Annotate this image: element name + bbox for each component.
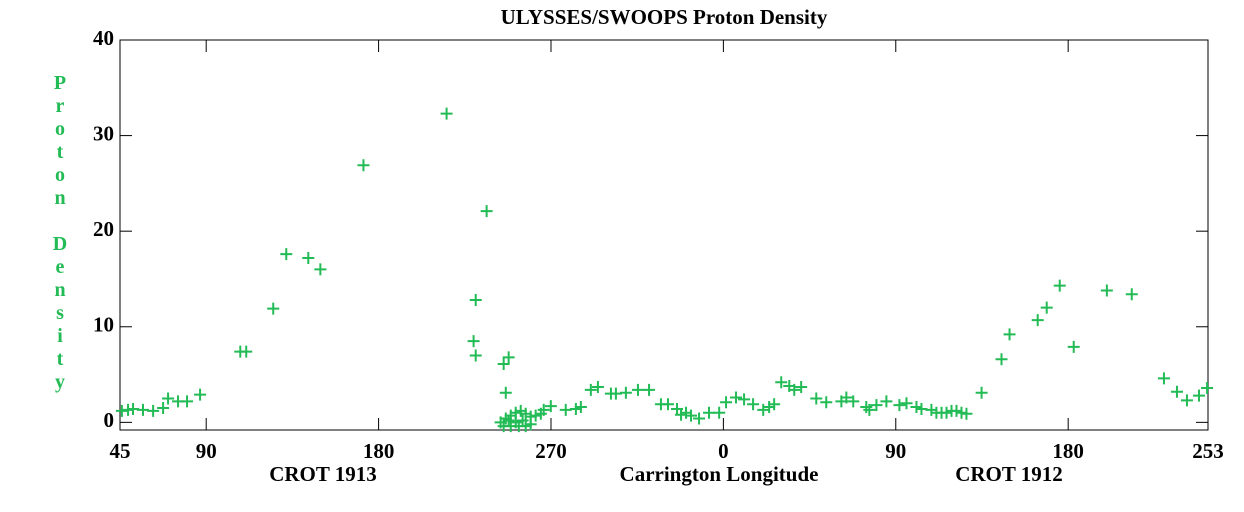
data-point	[662, 398, 675, 411]
data-point	[703, 406, 716, 419]
data-point	[1040, 301, 1053, 314]
data-point	[1031, 314, 1044, 327]
data-point	[1003, 328, 1016, 341]
data-point	[1157, 372, 1170, 385]
data-point	[162, 392, 175, 405]
data-point	[643, 383, 656, 396]
data-point	[240, 345, 253, 358]
x-axis-label: Carrington Longitude	[620, 462, 819, 486]
data-point	[893, 399, 906, 412]
data-point	[302, 251, 315, 264]
data-point	[480, 205, 493, 218]
data-point	[810, 392, 823, 405]
data-point	[469, 294, 482, 306]
data-point	[467, 335, 480, 348]
data-point	[975, 386, 988, 399]
data-point	[1100, 284, 1113, 297]
data-point	[440, 107, 453, 120]
x-tick-label: 0	[718, 439, 729, 463]
x-tick-label: 270	[535, 439, 567, 463]
data-point	[757, 403, 770, 416]
y-tick-label: 0	[104, 408, 115, 432]
data-point	[720, 396, 733, 409]
annotation: CROT 1913	[269, 462, 377, 486]
data-point	[870, 399, 883, 412]
data-point	[544, 400, 557, 413]
data-point	[863, 403, 876, 416]
data-point	[693, 412, 706, 425]
data-point	[1067, 340, 1080, 353]
data-point	[788, 383, 801, 396]
y-tick-label: 40	[93, 26, 114, 50]
data-point	[795, 380, 808, 393]
data-point	[685, 409, 698, 422]
data-point	[619, 386, 632, 399]
data-point	[880, 395, 893, 408]
data-point	[469, 349, 482, 362]
data-point	[502, 414, 515, 427]
data-point	[280, 248, 293, 261]
data-point	[537, 403, 550, 416]
y-tick-label: 30	[93, 121, 114, 145]
data-point	[314, 263, 327, 276]
x-tick-label: 90	[885, 439, 906, 463]
x-tick-label: 90	[196, 439, 217, 463]
data-point	[995, 353, 1008, 366]
data-point	[730, 391, 743, 404]
data-point	[960, 407, 973, 420]
x-tick-label: 253	[1192, 439, 1224, 463]
data-point	[847, 395, 860, 408]
data-point	[497, 358, 510, 371]
data-point	[574, 401, 587, 414]
data-point	[499, 386, 512, 399]
chart-title: ULYSSES/SWOOPS Proton Density	[501, 5, 828, 29]
data-point	[713, 406, 726, 419]
data-point	[136, 403, 149, 416]
data-point	[840, 391, 853, 404]
data-point	[267, 302, 280, 315]
data-point	[1201, 381, 1214, 394]
data-point	[181, 395, 194, 408]
data-point	[584, 383, 597, 396]
data-point	[591, 380, 604, 393]
data-point	[631, 383, 644, 396]
annotation: CROT 1912	[955, 462, 1063, 486]
data-point	[775, 376, 788, 389]
y-tick-label: 10	[93, 313, 114, 337]
data-point	[194, 388, 207, 401]
data-point	[147, 404, 160, 417]
data-point	[900, 397, 913, 410]
data-point	[1053, 279, 1066, 292]
data-point	[559, 403, 572, 416]
data-point	[357, 159, 370, 172]
data-point	[1125, 288, 1138, 301]
data-point	[860, 401, 873, 414]
data-point	[1193, 389, 1205, 402]
plot-frame	[119, 39, 1209, 431]
x-tick-label: 180	[363, 439, 395, 463]
y-tick-label: 20	[93, 217, 114, 241]
x-tick-label: 180	[1052, 439, 1084, 463]
data-point	[529, 409, 542, 422]
data-point	[157, 402, 170, 415]
data-point	[747, 398, 760, 411]
data-point	[524, 418, 537, 431]
data-point	[1170, 385, 1183, 398]
data-point	[820, 396, 833, 409]
data-point	[502, 351, 515, 364]
data-point	[516, 414, 529, 427]
data-point	[509, 416, 522, 429]
y-axis-label: Proton Density	[49, 72, 71, 394]
x-tick-label: 45	[110, 439, 131, 463]
data-point	[738, 393, 751, 406]
data-point	[768, 398, 781, 411]
data-point	[1180, 394, 1193, 407]
